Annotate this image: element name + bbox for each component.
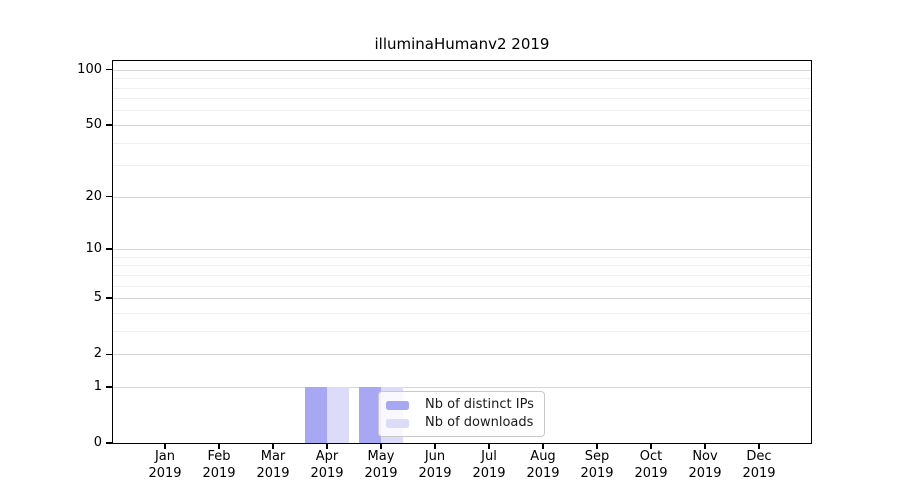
legend-swatch-nb-of-distinct-ips: [386, 400, 409, 410]
x-tick-year-aug: 2019: [526, 466, 560, 481]
x-tick-label-jul: Jul 2019: [461, 448, 517, 482]
x-tick-month-nov: Nov: [692, 449, 718, 464]
x-tick-month-may: May: [367, 449, 395, 464]
y-tick-5: [106, 297, 112, 299]
x-tick-month-jul: Jul: [481, 449, 497, 464]
x-tick-year-dec: 2019: [742, 466, 776, 481]
y-tick-label-1: 1: [93, 378, 102, 394]
x-tick-year-jan: 2019: [148, 466, 182, 481]
gridline-major-2: [113, 354, 811, 356]
gridline-major-100: [113, 69, 811, 71]
legend-label-nb-of-distinct-ips: Nb of distinct IPs: [425, 397, 534, 412]
x-tick-mar: [272, 444, 274, 449]
x-tick-oct: [650, 444, 652, 449]
bar-nb-of-distinct-ips-may: [359, 386, 381, 443]
gridline-minor-30: [113, 165, 811, 167]
x-tick-apr: [326, 444, 328, 449]
y-tick-50: [106, 124, 112, 126]
y-tick-label-100: 100: [77, 61, 102, 77]
x-tick-year-nov: 2019: [688, 466, 722, 481]
gridline-major-1: [113, 386, 811, 388]
x-tick-year-feb: 2019: [202, 466, 236, 481]
x-tick-jul: [488, 444, 490, 449]
x-tick-month-dec: Dec: [746, 449, 772, 464]
gridline-minor-40: [113, 142, 811, 144]
x-tick-label-nov: Nov 2019: [677, 448, 733, 482]
x-tick-month-jan: Jan: [154, 449, 176, 464]
y-tick-100: [106, 69, 112, 71]
legend-item-nb-of-distinct-ips: Nb of distinct IPs: [386, 396, 536, 414]
x-tick-year-apr: 2019: [310, 466, 344, 481]
x-tick-label-oct: Oct 2019: [623, 448, 679, 482]
y-tick-2: [106, 353, 112, 355]
legend-item-nb-of-downloads: Nb of downloads: [386, 414, 536, 432]
legend: Nb of distinct IPs Nb of downloads: [378, 391, 545, 437]
x-tick-dec: [758, 444, 760, 449]
x-tick-label-aug: Aug 2019: [515, 448, 571, 482]
y-tick-label-50: 50: [85, 116, 102, 132]
y-tick-10: [106, 248, 112, 250]
y-tick-label-20: 20: [85, 188, 102, 204]
x-tick-nov: [704, 444, 706, 449]
gridline-minor-9: [113, 256, 811, 258]
x-tick-label-may: May 2019: [353, 448, 409, 482]
legend-swatch-nb-of-downloads: [386, 418, 409, 428]
bar-nb-of-downloads-apr: [327, 386, 349, 443]
y-tick-0: [106, 442, 112, 444]
x-tick-jan: [164, 444, 166, 449]
gridline-major-20: [113, 196, 811, 198]
x-tick-label-jan: Jan 2019: [137, 448, 193, 482]
gridline-minor-90: [113, 78, 811, 80]
x-tick-may: [380, 444, 382, 449]
x-tick-label-mar: Mar 2019: [245, 448, 301, 482]
y-tick-label-10: 10: [85, 241, 102, 257]
y-tick-1: [106, 386, 112, 388]
gridline-minor-60: [113, 110, 811, 112]
x-tick-jun: [434, 444, 436, 449]
x-tick-year-jun: 2019: [418, 466, 452, 481]
x-tick-label-sep: Sep 2019: [569, 448, 625, 482]
x-tick-label-apr: Apr 2019: [299, 448, 355, 482]
gridline-minor-7: [113, 274, 811, 276]
x-tick-feb: [218, 444, 220, 449]
y-tick-label-5: 5: [93, 290, 102, 306]
bar-layer: [113, 61, 811, 443]
gridline-minor-8: [113, 265, 811, 267]
gridline-major-50: [113, 124, 811, 126]
y-tick-20: [106, 196, 112, 198]
y-tick-label-0: 0: [93, 435, 102, 450]
x-tick-month-aug: Aug: [530, 449, 556, 464]
y-tick-label-2: 2: [93, 346, 102, 362]
x-tick-month-apr: Apr: [315, 449, 339, 464]
grid-layer: [113, 61, 811, 443]
x-tick-year-jul: 2019: [472, 466, 506, 481]
legend-label-nb-of-downloads: Nb of downloads: [425, 415, 534, 430]
gridline-major-10: [113, 249, 811, 251]
x-tick-sep: [596, 444, 598, 449]
x-tick-year-mar: 2019: [256, 466, 290, 481]
gridline-minor-3: [113, 330, 811, 332]
x-tick-label-dec: Dec 2019: [731, 448, 787, 482]
gridline-minor-6: [113, 285, 811, 287]
x-tick-aug: [542, 444, 544, 449]
gridline-minor-70: [113, 98, 811, 100]
x-tick-month-mar: Mar: [260, 449, 286, 464]
x-tick-month-sep: Sep: [584, 449, 610, 464]
x-tick-year-oct: 2019: [634, 466, 668, 481]
plot-area: [113, 61, 811, 443]
chart-title: illuminaHumanv2 2019: [374, 35, 550, 53]
x-tick-year-sep: 2019: [580, 466, 614, 481]
x-tick-month-oct: Oct: [639, 449, 663, 464]
x-tick-month-jun: Jun: [424, 449, 446, 464]
bar-nb-of-distinct-ips-apr: [305, 386, 327, 443]
x-tick-label-feb: Feb 2019: [191, 448, 247, 482]
x-tick-label-jun: Jun 2019: [407, 448, 463, 482]
gridline-major-5: [113, 298, 811, 300]
gridline-minor-4: [113, 312, 811, 314]
x-tick-month-feb: Feb: [207, 449, 231, 464]
x-tick-year-may: 2019: [364, 466, 398, 481]
gridline-minor-80: [113, 87, 811, 89]
